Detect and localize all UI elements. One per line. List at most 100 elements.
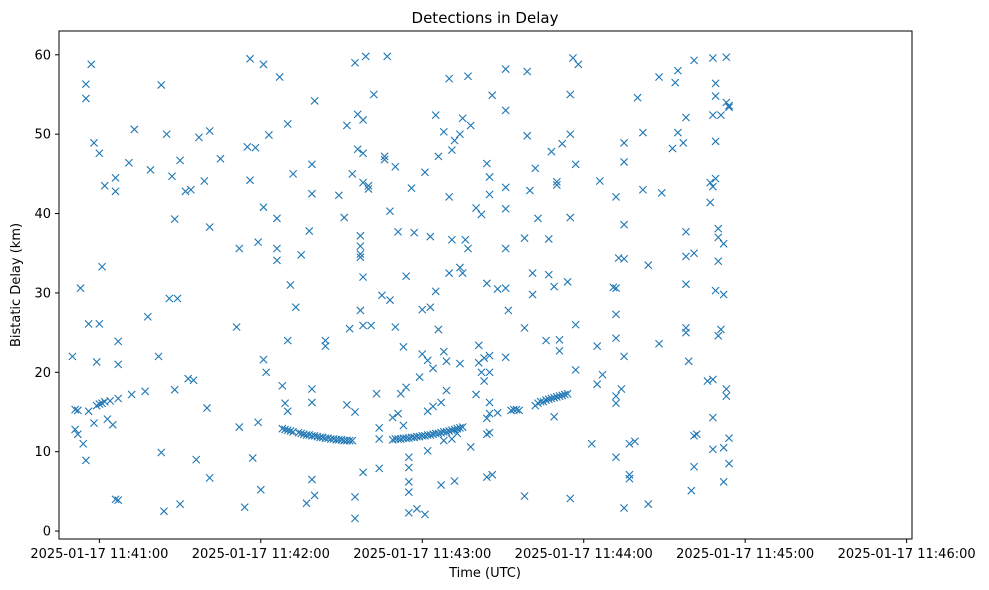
data-point bbox=[566, 130, 575, 139]
data-point bbox=[552, 177, 561, 186]
x-tick-label: 2025-01-17 11:42:00 bbox=[192, 547, 330, 562]
data-point bbox=[437, 398, 446, 407]
data-point bbox=[501, 204, 510, 213]
data-point bbox=[445, 427, 454, 436]
data-point bbox=[625, 470, 634, 479]
data-point bbox=[447, 146, 456, 155]
data-point bbox=[555, 392, 564, 401]
data-point bbox=[439, 127, 448, 136]
data-point bbox=[262, 368, 271, 377]
data-point bbox=[248, 454, 257, 463]
data-point bbox=[364, 184, 373, 193]
data-point bbox=[612, 392, 620, 401]
data-point bbox=[437, 481, 446, 490]
data-point bbox=[431, 111, 440, 120]
data-point bbox=[598, 370, 607, 379]
data-point bbox=[461, 235, 470, 244]
data-point bbox=[644, 500, 653, 509]
data-point bbox=[673, 66, 682, 75]
data-point bbox=[612, 453, 620, 462]
data-point bbox=[533, 214, 542, 223]
data-point bbox=[143, 312, 152, 321]
data-point bbox=[162, 130, 171, 139]
data-point bbox=[684, 357, 693, 366]
data-point bbox=[464, 72, 472, 81]
data-point bbox=[168, 172, 177, 181]
data-point bbox=[480, 354, 489, 363]
data-point bbox=[420, 168, 429, 177]
data-point bbox=[111, 187, 120, 196]
data-point bbox=[429, 402, 438, 411]
data-point bbox=[170, 215, 179, 224]
data-point bbox=[286, 281, 295, 289]
data-point bbox=[205, 127, 214, 136]
y-tick-label: 50 bbox=[34, 128, 51, 143]
data-point bbox=[544, 234, 553, 243]
data-point bbox=[353, 145, 362, 154]
data-point bbox=[668, 144, 677, 153]
y-tick-label: 10 bbox=[34, 445, 51, 460]
x-tick-label: 2025-01-17 11:45:00 bbox=[676, 547, 814, 562]
data-point bbox=[272, 214, 281, 223]
data-point bbox=[259, 355, 268, 364]
data-point bbox=[434, 429, 443, 438]
data-point bbox=[552, 180, 561, 189]
data-point bbox=[617, 384, 626, 393]
data-point bbox=[200, 177, 209, 186]
data-point bbox=[472, 204, 481, 212]
plot-frame bbox=[58, 30, 913, 540]
x-tick-label: 2025-01-17 11:41:00 bbox=[30, 547, 168, 562]
data-point bbox=[385, 296, 394, 305]
data-point bbox=[520, 323, 529, 332]
data-point bbox=[625, 439, 634, 448]
data-point bbox=[690, 249, 699, 258]
data-point bbox=[297, 250, 306, 259]
data-point bbox=[141, 387, 150, 396]
data-point bbox=[544, 270, 553, 279]
data-point bbox=[442, 386, 451, 395]
data-point bbox=[181, 187, 190, 196]
data-point bbox=[415, 373, 424, 382]
data-point bbox=[410, 228, 419, 237]
data-point bbox=[716, 325, 725, 334]
data-point bbox=[719, 443, 728, 452]
data-point bbox=[482, 414, 491, 423]
data-point bbox=[612, 334, 620, 343]
data-point bbox=[423, 446, 432, 455]
data-point bbox=[445, 192, 454, 201]
data-point bbox=[477, 210, 486, 219]
data-point bbox=[725, 101, 734, 110]
data-point bbox=[568, 53, 577, 62]
data-point bbox=[92, 358, 101, 366]
data-point bbox=[520, 492, 529, 501]
data-point bbox=[630, 437, 639, 446]
data-point bbox=[458, 269, 467, 278]
data-point bbox=[466, 121, 475, 130]
data-point bbox=[550, 282, 559, 291]
data-point bbox=[81, 94, 90, 103]
data-point bbox=[84, 407, 93, 416]
data-point bbox=[609, 283, 618, 292]
data-point bbox=[671, 78, 680, 87]
data-point bbox=[98, 262, 107, 271]
data-point bbox=[84, 319, 93, 328]
data-point bbox=[305, 227, 314, 236]
data-point bbox=[124, 158, 133, 167]
data-point bbox=[719, 239, 728, 248]
data-point bbox=[426, 303, 435, 312]
data-point bbox=[501, 244, 510, 253]
data-point bbox=[108, 420, 117, 429]
data-point bbox=[595, 177, 604, 186]
data-point bbox=[620, 352, 629, 361]
data-point bbox=[485, 368, 494, 377]
data-point bbox=[488, 470, 497, 479]
data-point bbox=[719, 477, 728, 486]
data-point bbox=[439, 347, 448, 356]
data-point bbox=[114, 496, 123, 505]
data-point bbox=[310, 491, 319, 500]
data-point bbox=[690, 56, 699, 65]
data-point bbox=[722, 384, 731, 393]
data-point bbox=[566, 90, 575, 99]
data-point bbox=[711, 286, 720, 295]
data-point bbox=[342, 400, 351, 409]
